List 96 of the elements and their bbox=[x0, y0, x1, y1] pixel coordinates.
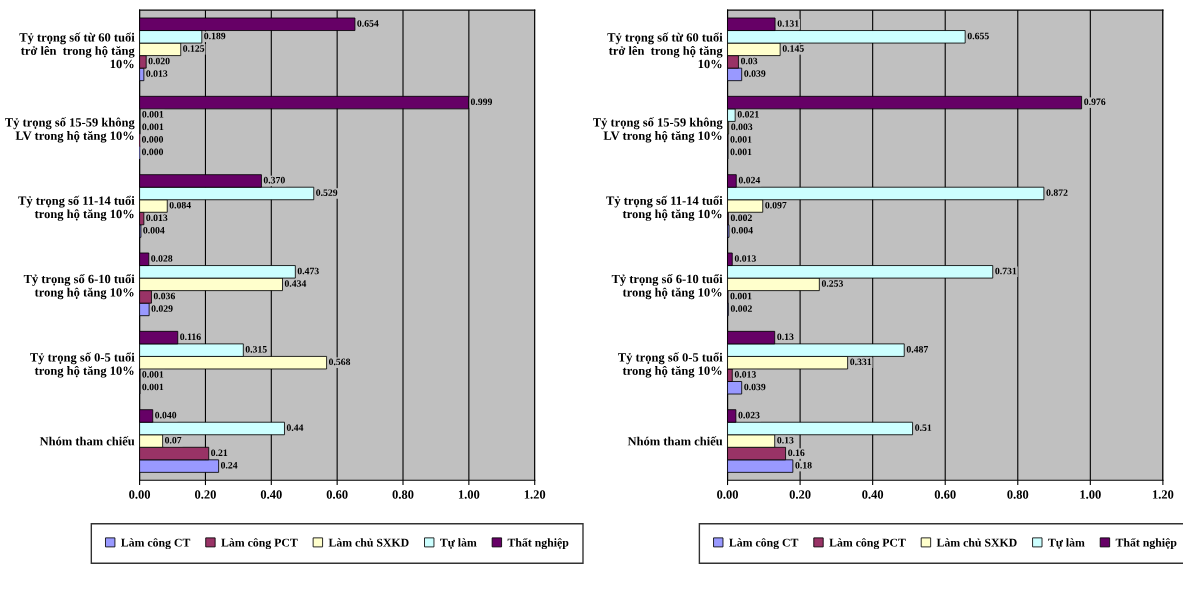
x-tick-label: 0.20 bbox=[789, 490, 811, 499]
data-label: 0.001 bbox=[142, 383, 164, 391]
data-label: 0.315 bbox=[245, 346, 267, 353]
data-label: 0.999 bbox=[470, 98, 493, 106]
data-label: 0.001 bbox=[142, 123, 164, 131]
data-label: 0.001 bbox=[730, 292, 752, 300]
data-label: 0.084 bbox=[169, 201, 191, 209]
data-label: 0.013 bbox=[146, 70, 168, 77]
y-tick-label: Tỷ trọng số 15-59 không LV trong hộ tăng 10% bbox=[593, 117, 723, 143]
y-tick-label: Tỷ trọng số từ 60 tuổi trở lên trong hộ tăng 10% bbox=[607, 32, 723, 69]
data-label: 0.039 bbox=[744, 70, 766, 77]
y-tick-label: Nhóm tham chiếu bbox=[39, 436, 135, 446]
data-label: 0.020 bbox=[148, 57, 170, 65]
data-label: 0.131 bbox=[777, 20, 799, 27]
y-tick-label: Tỷ trọng số 11-14 tuổi trong hộ tăng 10% bbox=[606, 195, 723, 221]
data-label: 0.028 bbox=[151, 255, 173, 262]
legend-label: Tự làm bbox=[440, 538, 477, 549]
y-tick-label: Nhóm tham chiếu bbox=[627, 436, 723, 446]
legend-label: Làm chủ SXKD bbox=[328, 538, 409, 547]
x-tick-label: 1.20 bbox=[524, 490, 546, 499]
data-label: 0.013 bbox=[146, 214, 168, 222]
y-tick-label: Tỷ trọng số 11-14 tuổi trong hộ tăng 10% bbox=[18, 195, 135, 221]
data-label: 0.21 bbox=[211, 449, 228, 457]
y-tick-label: Tỷ trọng số 15-59 không LV trong hộ tăng 10% bbox=[5, 117, 135, 143]
data-label: 0.002 bbox=[730, 214, 752, 222]
x-tick-label: 0.80 bbox=[1007, 490, 1029, 499]
data-label: 0.189 bbox=[204, 32, 226, 40]
data-label: 0.013 bbox=[734, 255, 756, 262]
x-tick-label: 0.00 bbox=[717, 490, 739, 499]
data-label: 0.253 bbox=[821, 280, 844, 287]
data-label: 0.568 bbox=[328, 358, 351, 366]
x-tick-label: 0.60 bbox=[326, 490, 348, 499]
legend-label: Thất nghiệp bbox=[1115, 537, 1177, 550]
data-label: 0.116 bbox=[180, 333, 201, 341]
x-tick-label: 0.00 bbox=[129, 490, 151, 499]
x-tick-label: 0.40 bbox=[862, 490, 884, 499]
data-label: 0.654 bbox=[357, 20, 379, 27]
data-label: 0.039 bbox=[744, 383, 766, 391]
data-label: 0.16 bbox=[788, 449, 805, 457]
data-label: 0.003 bbox=[731, 123, 753, 131]
data-label: 0.000 bbox=[141, 136, 164, 143]
legend-label: Thất nghiệp bbox=[507, 537, 569, 550]
data-label: 0.44 bbox=[286, 424, 304, 431]
data-label: 0.040 bbox=[155, 411, 177, 419]
data-label: 0.370 bbox=[263, 176, 285, 184]
data-label: 0.004 bbox=[731, 226, 753, 234]
legend-label: Làm công PCT bbox=[829, 538, 906, 550]
legend-label: Làm chủ SXKD bbox=[936, 538, 1017, 547]
data-label: 0.51 bbox=[915, 424, 932, 431]
data-label: 0.001 bbox=[730, 136, 752, 143]
y-tick-label: Tỷ trọng số 6-10 tuổi trong hộ tăng 10% bbox=[611, 274, 723, 300]
data-label: 0.872 bbox=[1046, 189, 1068, 196]
data-label: 0.024 bbox=[738, 176, 761, 184]
data-label: 0.13 bbox=[777, 333, 794, 341]
data-label: 0.13 bbox=[777, 436, 794, 444]
x-tick-label: 1.00 bbox=[1080, 490, 1101, 499]
data-label: 0.434 bbox=[284, 280, 307, 287]
data-label: 0.18 bbox=[795, 461, 812, 469]
data-label: 0.013 bbox=[734, 371, 756, 378]
data-label: 0.001 bbox=[730, 148, 752, 156]
data-label: 0.731 bbox=[995, 267, 1017, 275]
data-label: 0.023 bbox=[738, 411, 760, 419]
data-label: 0.976 bbox=[1084, 98, 1106, 106]
data-label: 0.021 bbox=[737, 111, 759, 118]
data-label: 0.331 bbox=[850, 358, 872, 366]
y-tick-label: Tỷ trọng số 6-10 tuổi trong hộ tăng 10% bbox=[23, 274, 135, 300]
data-label: 0.473 bbox=[297, 267, 319, 275]
data-label: 0.655 bbox=[967, 32, 989, 40]
data-label: 0.07 bbox=[164, 436, 182, 444]
legend-label: Tự làm bbox=[1048, 538, 1085, 549]
x-tick-label: 0.20 bbox=[194, 490, 216, 499]
x-tick-label: 1.00 bbox=[458, 490, 480, 499]
legend-label: Làm công CT bbox=[729, 538, 799, 550]
data-label: 0.029 bbox=[151, 305, 173, 312]
x-tick-label: 0.80 bbox=[392, 490, 414, 499]
data-label: 0.036 bbox=[153, 292, 176, 300]
x-tick-label: 0.60 bbox=[934, 490, 956, 499]
data-label: 0.001 bbox=[142, 111, 164, 118]
data-label: 0.529 bbox=[316, 189, 338, 196]
data-label: 0.487 bbox=[906, 346, 929, 353]
data-label: 0.097 bbox=[765, 201, 787, 209]
data-label: 0.001 bbox=[142, 371, 164, 378]
x-tick-label: 0.40 bbox=[260, 490, 282, 499]
data-label: 0.24 bbox=[220, 461, 238, 469]
x-tick-label: 1.20 bbox=[1152, 490, 1174, 499]
y-tick-label: Tỷ trọng số 0-5 tuổi trong hộ tăng 10% bbox=[30, 352, 135, 378]
data-label: 0.145 bbox=[782, 45, 804, 52]
legend-label: Làm công CT bbox=[121, 538, 191, 550]
data-label: 0.000 bbox=[141, 148, 164, 156]
legend-label: Làm công PCT bbox=[221, 538, 298, 550]
data-label: 0.004 bbox=[143, 226, 165, 234]
data-label: 0.03 bbox=[740, 57, 758, 65]
data-label: 0.125 bbox=[183, 45, 205, 52]
data-label: 0.002 bbox=[730, 305, 752, 312]
y-tick-label: Tỷ trọng số 0-5 tuổi trong hộ tăng 10% bbox=[618, 352, 723, 378]
y-tick-label: Tỷ trọng số từ 60 tuổi trở lên trong hộ tăng 10% bbox=[19, 32, 135, 69]
